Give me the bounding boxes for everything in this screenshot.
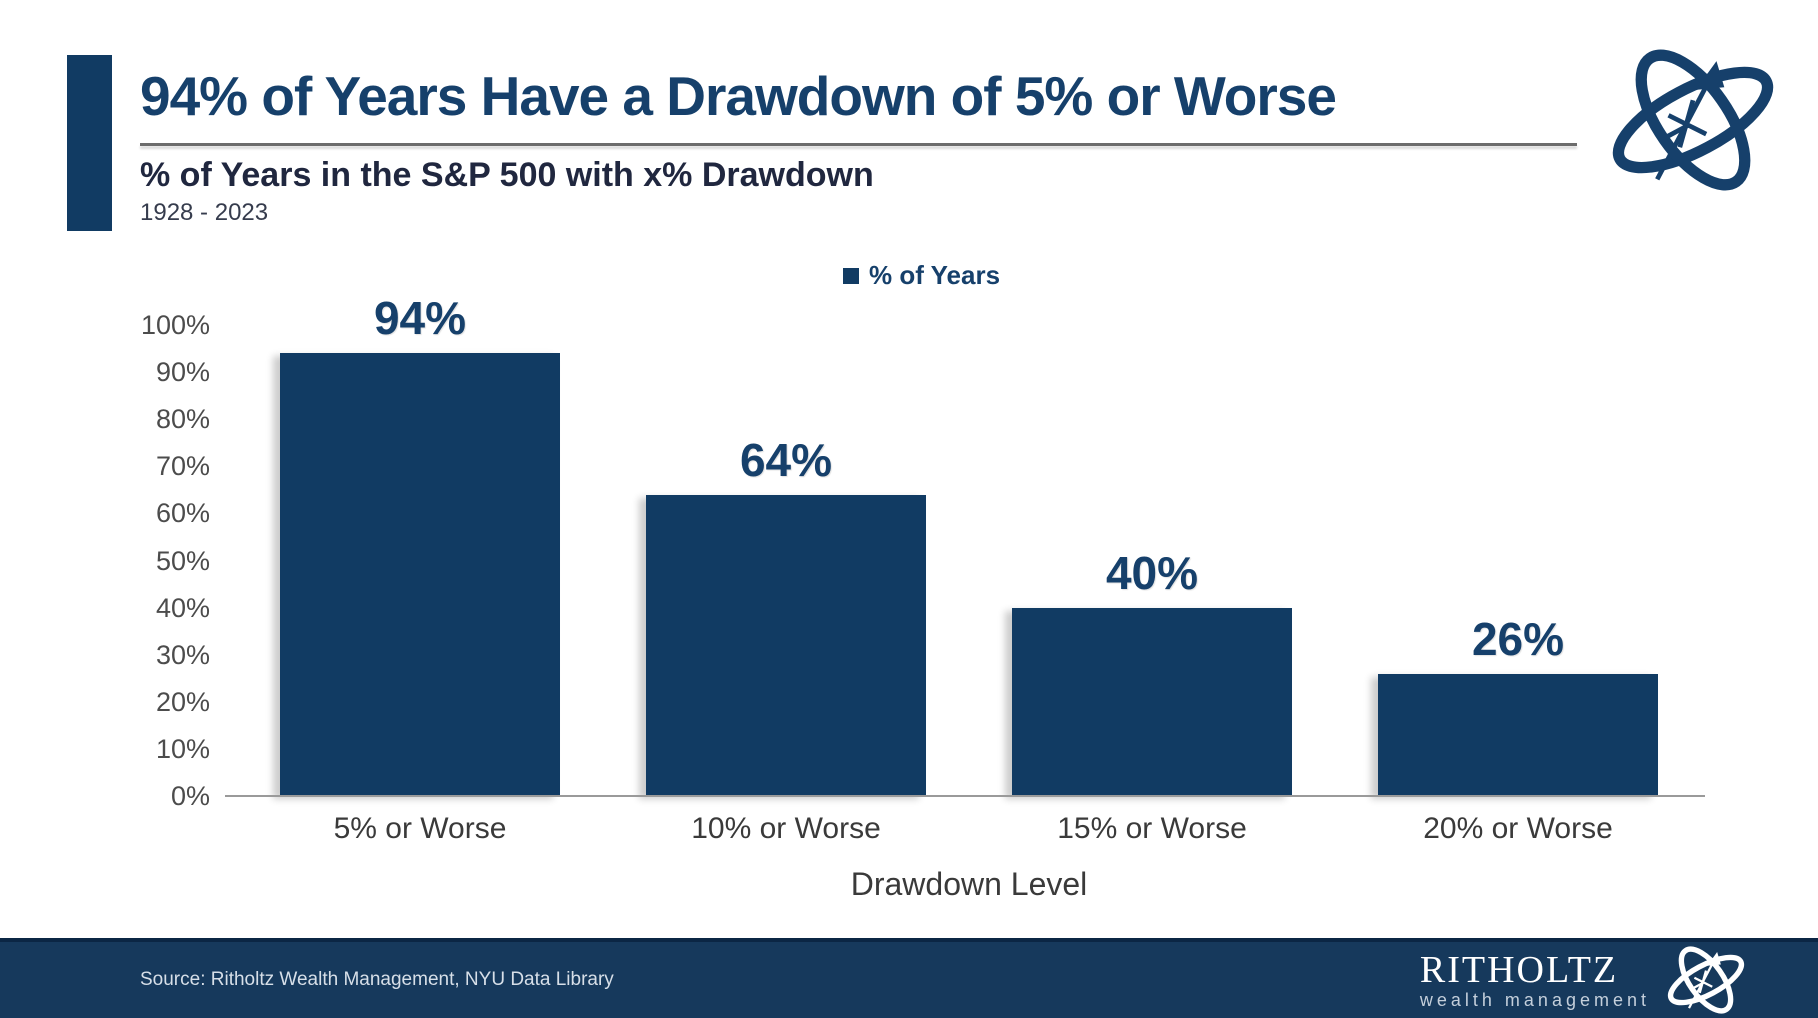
bar-15% or Worse bbox=[1012, 608, 1292, 796]
y-tick-label: 30% bbox=[155, 639, 210, 670]
y-tick-label: 10% bbox=[155, 733, 210, 764]
y-tick-label: 20% bbox=[155, 686, 210, 717]
bar-5% or Worse bbox=[280, 353, 560, 796]
brand-logo-footer-icon bbox=[1667, 946, 1745, 1014]
footer-band: Source: Ritholtz Wealth Management, NYU … bbox=[0, 938, 1818, 1018]
y-tick-label: 80% bbox=[155, 404, 210, 435]
bar-value-label: 64% bbox=[739, 434, 833, 486]
y-tick-label: 90% bbox=[155, 357, 210, 388]
title-accent-bar bbox=[67, 55, 112, 231]
plot-area: 94% 64% 40% 26% bbox=[237, 292, 1701, 796]
brand-block: RITHOLTZ wealth management bbox=[1420, 942, 1756, 1018]
y-tick-label: 40% bbox=[155, 592, 210, 623]
date-range: 1928 - 2023 bbox=[140, 199, 269, 226]
page-title: 94% of Years Have a Drawdown of 5% or Wo… bbox=[140, 65, 1337, 127]
bar-value-label: 40% bbox=[1105, 547, 1199, 599]
y-tick-label: 100% bbox=[140, 310, 210, 340]
legend-swatch-icon bbox=[843, 267, 859, 284]
brand-logo-icon bbox=[1612, 49, 1774, 191]
brand-name: RITHOLTZ bbox=[1419, 949, 1619, 991]
legend-label: % of Years bbox=[869, 260, 1001, 290]
brand-subtitle: wealth management bbox=[1419, 990, 1650, 1010]
y-axis: 0% 10% 20% 30% 40% 50% 60% 70% 80% 90% 100% bbox=[90, 310, 210, 811]
x-axis-line bbox=[225, 795, 1705, 797]
bar-20% or Worse bbox=[1378, 674, 1658, 796]
y-tick-label: 70% bbox=[155, 451, 210, 482]
y-tick-label: 0% bbox=[170, 781, 210, 811]
y-tick-label: 50% bbox=[155, 545, 210, 576]
x-tick-label: 20% or Worse bbox=[1423, 812, 1613, 845]
bar-10% or Worse bbox=[646, 495, 926, 796]
x-tick-label: 15% or Worse bbox=[1057, 812, 1247, 845]
chart-legend: % of Years bbox=[843, 260, 1000, 291]
y-tick-label: 60% bbox=[155, 498, 210, 529]
x-tick-label: 10% or Worse bbox=[691, 812, 881, 845]
chart-subtitle: % of Years in the S&P 500 with x% Drawdo… bbox=[140, 156, 874, 194]
bar-value-label: 26% bbox=[1471, 613, 1565, 665]
x-axis-title: Drawdown Level bbox=[850, 866, 1088, 902]
x-tick-label: 5% or Worse bbox=[333, 812, 507, 845]
source-note: Source: Ritholtz Wealth Management, NYU … bbox=[140, 969, 614, 990]
x-axis-labels: 5% or Worse 10% or Worse 15% or Worse 20% o… bbox=[237, 812, 1701, 846]
title-divider bbox=[140, 143, 1577, 146]
bar-value-label: 94% bbox=[373, 292, 467, 344]
